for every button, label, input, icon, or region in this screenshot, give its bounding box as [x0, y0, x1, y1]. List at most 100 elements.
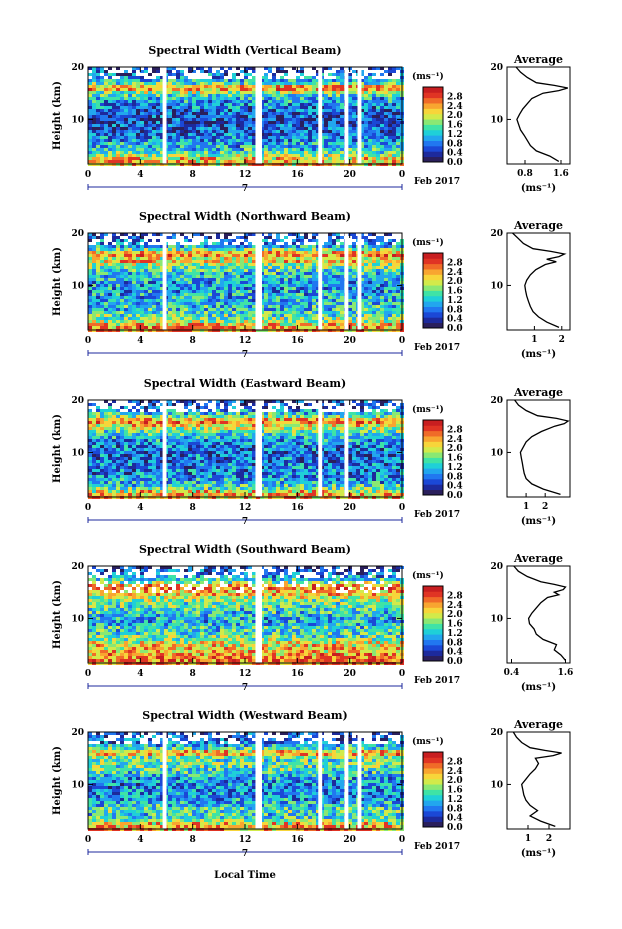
y-tick-label: 20 — [71, 728, 84, 738]
colorbar-segment — [423, 596, 443, 603]
average-x-label: (ms⁻¹) — [521, 682, 556, 693]
y-tick-label: 20 — [71, 229, 84, 239]
x-tick-label: 12 — [239, 835, 252, 845]
colorbar-tick-label: 0.4 — [447, 482, 463, 492]
avg-x-tick-label: 1.6 — [558, 668, 574, 678]
colorbar-segment — [423, 591, 443, 598]
x-tick-label: 0 — [399, 669, 405, 679]
colorbar-segment — [423, 644, 443, 651]
avg-x-tick-label: 2 — [559, 335, 565, 345]
data-gap — [357, 67, 362, 164]
colorbar-segment — [423, 452, 443, 458]
x-tick-label: 0 — [399, 503, 405, 513]
colorbar-segment — [423, 446, 443, 453]
average-profile-line — [515, 66, 568, 162]
colorbar-tick-label: 0.4 — [447, 648, 463, 658]
colorbar-segment — [423, 784, 443, 790]
colorbar-tick-label: 0.4 — [447, 814, 463, 824]
y-axis-label: Height (km) — [52, 414, 63, 483]
colorbar-tick-label: 0.8 — [447, 139, 463, 149]
colorbar-segment — [423, 285, 443, 291]
colorbar-tick-label: 1.6 — [447, 620, 463, 630]
average-x-label: (ms⁻¹) — [521, 183, 556, 194]
colorbar-tick-label: 1.6 — [447, 121, 463, 131]
colorbar-segment — [423, 816, 443, 823]
panel-2: Spectral Width (Eastward Beam)0 4 8 12 16 20 0… — [52, 377, 571, 527]
avg-y-tick-label: 10 — [490, 780, 503, 790]
colorbar-segment — [423, 655, 443, 662]
avg-x-tick-label: 2 — [542, 502, 548, 512]
colorbar-tick-label: 2.0 — [447, 277, 463, 287]
data-gap — [162, 732, 167, 829]
x-tick-label: 0 — [399, 170, 405, 180]
heatmap-cells — [88, 67, 404, 166]
data-gap — [344, 233, 349, 330]
x-tick-label: 4 — [137, 170, 143, 180]
average-panel: Average 10 20 1 2(ms⁻¹) — [490, 219, 571, 360]
x-tick-label: 8 — [190, 669, 196, 679]
colorbar-segment — [423, 462, 443, 469]
colorbar-segment — [423, 810, 443, 817]
y-tick-label: 10 — [71, 614, 84, 624]
panel-title: Spectral Width (Westward Beam) — [142, 709, 347, 722]
x-tick-label: 0 — [399, 835, 405, 845]
colorbar-segment — [423, 301, 443, 307]
colorbar-tick-label: 0.0 — [447, 491, 463, 501]
x-tick-label: 12 — [239, 170, 252, 180]
date-label: Feb 2017 — [414, 177, 460, 187]
x-tick-label: 16 — [291, 170, 304, 180]
colorbar-segment — [423, 473, 443, 480]
colorbar-segment — [423, 650, 443, 657]
avg-y-tick-label: 20 — [490, 562, 503, 572]
colorbar-unit: (ms⁻¹) — [412, 570, 444, 581]
colorbar-tick-label: 2.8 — [447, 757, 463, 767]
colorbar-tick-label: 0.8 — [447, 638, 463, 648]
colorbar-segment — [423, 420, 443, 426]
colorbar-segment — [423, 623, 443, 630]
average-title: Average — [513, 386, 563, 399]
colorbar-segment — [423, 762, 443, 769]
day-label: 7 — [242, 849, 248, 859]
colorbar-segment — [423, 634, 443, 640]
date-label: Feb 2017 — [414, 676, 460, 686]
colorbar-segment — [423, 135, 443, 141]
avg-x-tick-label: 2 — [546, 834, 552, 844]
colorbar-segment — [423, 436, 443, 442]
avg-y-tick-label: 20 — [490, 728, 503, 738]
colorbar-segment — [423, 602, 443, 608]
data-gap — [357, 233, 362, 330]
colorbar-segment — [423, 457, 443, 464]
avg-y-tick-label: 20 — [490, 229, 503, 239]
x-tick-label: 20 — [343, 503, 356, 513]
colorbar-tick-label: 1.2 — [447, 296, 463, 306]
data-gap — [318, 233, 323, 330]
colorbar-segment — [423, 151, 443, 158]
colorbar-tick-label: 2.4 — [447, 435, 463, 445]
panel-3: Spectral Width (Southward Beam) 0 4 8 12 16 20… — [52, 543, 573, 693]
colorbar: 0.00.40.81.21.62.02.42.8 — [422, 419, 463, 501]
average-profile-line — [514, 399, 570, 496]
heatmap-cells — [88, 732, 404, 831]
colorbar: 0.00.40.81.21.62.02.42.8 — [422, 751, 463, 833]
x-tick-label: 0 — [85, 835, 91, 845]
panel-4: Spectral Width (Westward Beam)0 4 8 12 16 20 0… — [52, 709, 571, 859]
colorbar-segment — [423, 129, 443, 136]
colorbar-tick-label: 0.0 — [447, 158, 463, 168]
colorbar-segment — [423, 103, 443, 109]
day-label: 7 — [242, 350, 248, 360]
colorbar-segment — [423, 800, 443, 806]
average-title: Average — [513, 718, 563, 731]
colorbar-segment — [423, 612, 443, 619]
data-gap — [255, 233, 263, 330]
y-axis-label: Height (km) — [52, 81, 63, 150]
avg-y-tick-label: 10 — [490, 448, 503, 458]
average-title: Average — [513, 552, 563, 565]
colorbar-segment — [423, 425, 443, 432]
colorbar-segment — [423, 618, 443, 624]
colorbar-tick-label: 2.8 — [447, 591, 463, 601]
colorbar-segment — [423, 484, 443, 491]
heatmap-cells — [88, 566, 404, 665]
data-gap — [318, 732, 323, 829]
average-x-label: (ms⁻¹) — [521, 349, 556, 360]
avg-x-tick-label: 0.4 — [504, 668, 520, 678]
